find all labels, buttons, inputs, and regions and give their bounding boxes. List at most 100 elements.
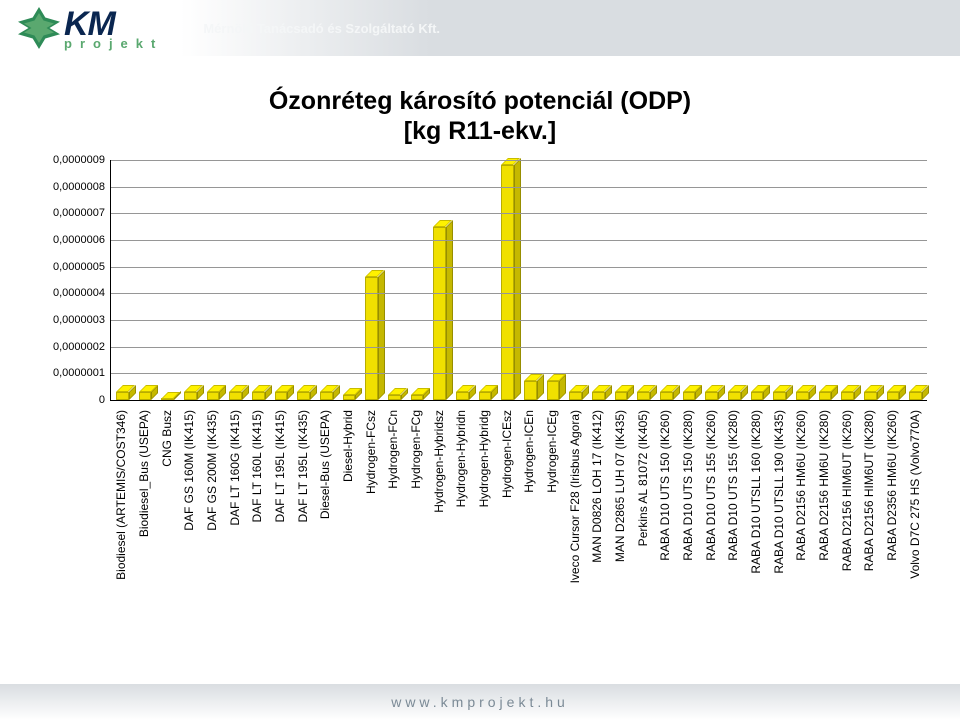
bar xyxy=(320,392,332,400)
y-tick-label: 0 xyxy=(37,394,105,406)
gridline xyxy=(111,373,927,374)
bar xyxy=(207,392,219,400)
bar xyxy=(501,165,513,400)
bar xyxy=(751,392,763,400)
gridline xyxy=(111,320,927,321)
bar xyxy=(275,392,287,400)
x-tick-label: Perkins AL 81072 (IK405) xyxy=(636,410,650,546)
x-tick-label: Biodiesel_Bus (USEPA) xyxy=(137,410,151,537)
logo-projekt: projekt xyxy=(64,37,163,50)
y-tick-label: 0,0000008 xyxy=(37,181,105,193)
x-tick-label: RABA D10 UTS 155 (IK280) xyxy=(726,410,740,561)
x-tick-label: DAF LT 195L (IK435) xyxy=(296,410,310,523)
bar xyxy=(909,392,921,400)
chart-title-line2: [kg R11-ekv.] xyxy=(0,116,960,146)
x-axis-labels: Biodiesel (ARTEMIS/COST346) Biodiesel_Bus… xyxy=(110,400,926,660)
header-bar: KM projekt Mérnöki Tanácsadó és Szolgált… xyxy=(0,0,960,56)
bar xyxy=(297,392,309,400)
bar xyxy=(184,392,196,400)
y-tick-label: 0,0000007 xyxy=(37,207,105,219)
x-tick-label: Hydrogen-FCn xyxy=(386,410,400,489)
leaf-icon xyxy=(18,7,60,49)
footer-bar: www.kmprojekt.hu xyxy=(0,684,960,720)
bar xyxy=(229,392,241,400)
x-tick-label: DAF LT 160L (IK415) xyxy=(250,410,264,523)
x-tick-label: Hydrogen-FCsz xyxy=(364,410,378,494)
x-tick-label: RABA D10 UTS 150 (IK280) xyxy=(681,410,695,561)
x-tick-label: MAN D2865 LUH 07 (IK435) xyxy=(613,410,627,562)
x-tick-label: Hydrogen-Hybridn xyxy=(454,410,468,507)
x-tick-label: Iveco Cursor F28 (Irisbus Agora) xyxy=(568,410,582,583)
footer-url: www.kmprojekt.hu xyxy=(391,694,569,710)
bar xyxy=(773,392,785,400)
x-tick-label: DAF GS 160M (IK415) xyxy=(182,410,196,531)
y-tick-label: 0,0000002 xyxy=(37,341,105,353)
x-tick-label: DAF LT 195L (IK415) xyxy=(273,410,287,523)
x-tick-label: RABA D2356 HM6U (IK260) xyxy=(885,410,899,561)
plot-area: 00,00000010,00000020,00000030,00000040,0… xyxy=(110,160,927,401)
x-tick-label: CNG Busz xyxy=(160,410,174,467)
bar xyxy=(705,392,717,400)
bar xyxy=(116,392,128,400)
y-tick-label: 0,0000001 xyxy=(37,367,105,379)
bar xyxy=(728,392,740,400)
x-tick-label: Volvo D7C 275 HS (Volvo770A) xyxy=(908,410,922,579)
gridline xyxy=(111,160,927,161)
bar xyxy=(365,277,377,400)
bar xyxy=(592,392,604,400)
y-tick-label: 0,0000009 xyxy=(37,154,105,166)
bar xyxy=(479,392,491,400)
x-tick-label: Hydrogen-FCg xyxy=(409,410,423,489)
x-tick-label: MAN D0826 LOH 17 (IK412) xyxy=(590,410,604,563)
y-tick-label: 0,0000005 xyxy=(37,261,105,273)
x-tick-label: Diesel-Bus (USEPA) xyxy=(318,410,332,519)
chart-title: Ózonréteg károsító potenciál (ODP) [kg R… xyxy=(0,86,960,146)
x-tick-label: Hydrogen-ICEsz xyxy=(500,410,514,498)
bar xyxy=(139,392,151,400)
bar xyxy=(864,392,876,400)
x-tick-label: DAF GS 200M (IK435) xyxy=(205,410,219,531)
chart-area: 0 0,0000001 0,0000002 0,0000003 0,0000004 0,0… xyxy=(36,160,926,660)
chart-title-line1: Ózonréteg károsító potenciál (ODP) xyxy=(0,86,960,116)
x-tick-label: RABA D2156 HM6U (IK280) xyxy=(817,410,831,561)
y-tick-label: 0,0000006 xyxy=(37,234,105,246)
company-logo: KM projekt xyxy=(18,7,163,50)
gridline xyxy=(111,240,927,241)
gridline xyxy=(111,213,927,214)
bar xyxy=(819,392,831,400)
x-tick-label: RABA D10 UTS 155 (IK260) xyxy=(704,410,718,561)
x-tick-label: Hydrogen-ICEn xyxy=(522,410,536,493)
x-tick-label: Biodiesel (ARTEMIS/COST346) xyxy=(114,410,128,580)
x-tick-label: RABA D10 UTSLL 160 (IK280) xyxy=(749,410,763,574)
y-tick-label: 0,0000004 xyxy=(37,287,105,299)
y-tick-label: 0,0000003 xyxy=(37,314,105,326)
bar xyxy=(524,381,536,400)
bar xyxy=(637,392,649,400)
x-tick-label: Hydrogen-Hybridg xyxy=(477,410,491,507)
x-tick-label: DAF LT 160G (IK415) xyxy=(228,410,242,526)
x-tick-label: RABA D2156 HM6U (IK260) xyxy=(794,410,808,561)
bar xyxy=(615,392,627,400)
x-tick-label: Hydrogen-Hybridsz xyxy=(432,410,446,513)
gridline xyxy=(111,267,927,268)
x-tick-label: RABA D10 UTS 150 (IK260) xyxy=(658,410,672,561)
x-tick-label: RABA D2156 HIM6UT (IK280) xyxy=(862,410,876,571)
x-tick-label: Hydrogen-ICEg xyxy=(545,410,559,493)
bar xyxy=(547,381,559,400)
x-tick-label: RABA D2156 HIM6UT (IK260) xyxy=(840,410,854,571)
bar xyxy=(569,392,581,400)
x-tick-label: Diesel-Hybrid xyxy=(341,410,355,482)
company-subtitle: Mérnöki Tanácsadó és Szolgáltató Kft. xyxy=(203,21,440,36)
gridline xyxy=(111,187,927,188)
bar xyxy=(252,392,264,400)
logo-text: KM projekt xyxy=(64,7,163,50)
x-tick-label: RABA D10 UTSLL 190 (IK435) xyxy=(772,410,786,574)
bar xyxy=(887,392,899,400)
gridline xyxy=(111,293,927,294)
bar xyxy=(683,392,695,400)
bar xyxy=(456,392,468,400)
bar xyxy=(660,392,672,400)
gridline xyxy=(111,347,927,348)
bar xyxy=(841,392,853,400)
bar xyxy=(796,392,808,400)
